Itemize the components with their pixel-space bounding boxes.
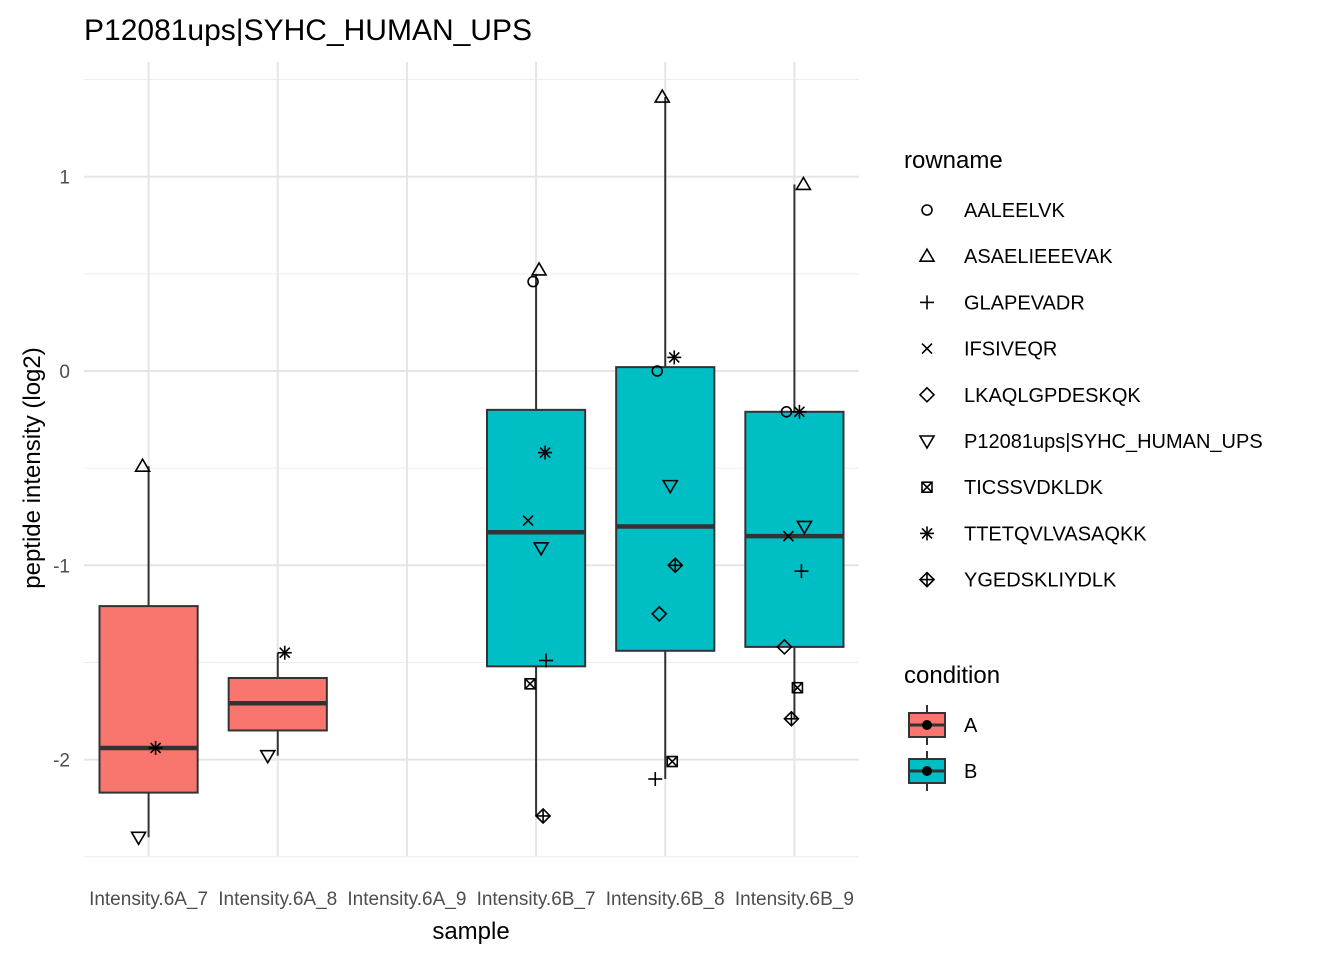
x-axis-title: sample bbox=[432, 918, 509, 945]
data-points bbox=[130, 88, 813, 846]
x-tick-label: Intensity.6A_8 bbox=[218, 889, 337, 910]
y-axis-ticks: -2 -1 0 1 bbox=[53, 168, 70, 772]
legend-rowname-label: ASAELIEEEVAK bbox=[964, 246, 1113, 268]
legend-rowname-key bbox=[920, 526, 934, 541]
x-tick-label: Intensity.6B_9 bbox=[735, 889, 854, 910]
data-point bbox=[795, 175, 812, 191]
legend-rowname-label: LKAQLGPDESKQK bbox=[964, 385, 1141, 407]
data-point bbox=[534, 807, 552, 825]
legend-rowname-key bbox=[921, 204, 933, 216]
chart-title: P12081ups|SYHC_HUMAN_UPS bbox=[84, 14, 532, 47]
data-point bbox=[277, 645, 292, 660]
data-point bbox=[134, 457, 151, 473]
data-point bbox=[651, 605, 668, 623]
legend-condition-label: A bbox=[964, 715, 978, 737]
data-point bbox=[782, 530, 794, 542]
box bbox=[615, 366, 716, 652]
data-point bbox=[538, 445, 553, 460]
legend-condition-key bbox=[908, 751, 946, 791]
legend-rowname-key bbox=[918, 247, 936, 263]
legend-rowname-key bbox=[918, 435, 936, 450]
data-point bbox=[522, 515, 534, 527]
data-point bbox=[776, 638, 793, 656]
y-tick-label: 0 bbox=[59, 362, 70, 383]
y-tick-label: -2 bbox=[53, 751, 70, 772]
legend-rowname: rowname AALEELVK ASAELIEEEVAK GLAPEVADR IFS… bbox=[904, 147, 1263, 592]
data-point bbox=[666, 755, 679, 768]
data-point bbox=[532, 542, 550, 557]
legend-rowname-label: GLAPEVADR bbox=[964, 292, 1085, 314]
box bbox=[486, 408, 587, 668]
legend-rowname-key bbox=[920, 295, 934, 310]
data-point bbox=[792, 404, 807, 419]
legend-rowname-key bbox=[918, 386, 936, 403]
x-tick-label: Intensity.6B_8 bbox=[606, 889, 725, 910]
data-point bbox=[530, 261, 548, 276]
legend-rowname-label: AALEELVK bbox=[964, 200, 1065, 222]
legend-rowname-key bbox=[921, 481, 933, 494]
data-point bbox=[130, 831, 147, 846]
data-point bbox=[783, 710, 800, 727]
legend-condition: condition A B bbox=[904, 662, 1000, 791]
grid-lines bbox=[84, 62, 859, 858]
x-tick-label: Intensity.6B_7 bbox=[477, 889, 596, 910]
data-point bbox=[148, 740, 163, 755]
data-point bbox=[653, 88, 671, 103]
legend-rowname-title: rowname bbox=[904, 147, 1003, 174]
box bbox=[98, 605, 199, 794]
data-point bbox=[259, 749, 277, 765]
data-point bbox=[527, 275, 539, 288]
y-axis-title: peptide intensity (log2) bbox=[19, 347, 46, 588]
data-point bbox=[648, 772, 663, 787]
data-point bbox=[667, 350, 682, 365]
legend-condition-label: B bbox=[964, 761, 977, 783]
data-point bbox=[539, 653, 554, 668]
legend-rowname-label: P12081ups|SYHC_HUMAN_UPS bbox=[964, 431, 1263, 453]
legend-rowname-key bbox=[918, 571, 936, 588]
legend-rowname-label: IFSIVEQR bbox=[964, 339, 1057, 361]
legend-rowname-label: TICSSVDKLDK bbox=[964, 477, 1104, 499]
x-tick-label: Intensity.6A_7 bbox=[89, 889, 208, 910]
data-point bbox=[794, 564, 809, 579]
data-point bbox=[791, 681, 804, 694]
legend-condition-key bbox=[908, 705, 946, 745]
boxes bbox=[98, 366, 845, 794]
data-point bbox=[796, 520, 813, 536]
x-axis-ticks: Intensity.6A_7 Intensity.6A_8 Intensity.6A… bbox=[89, 889, 854, 910]
legend-rowname-label: TTETQVLVASAQKK bbox=[964, 523, 1147, 545]
legend-condition-title: condition bbox=[904, 662, 1000, 689]
legend-rowname-label: YGEDSKLIYDLK bbox=[964, 570, 1117, 592]
data-point bbox=[780, 406, 793, 418]
box bbox=[744, 410, 845, 648]
data-point bbox=[651, 365, 664, 377]
x-tick-label: Intensity.6A_9 bbox=[347, 889, 466, 910]
y-tick-label: 1 bbox=[59, 168, 70, 189]
data-point bbox=[661, 479, 679, 495]
y-tick-label: -1 bbox=[53, 556, 70, 577]
legend-rowname-key bbox=[921, 343, 933, 355]
data-point bbox=[667, 557, 684, 574]
data-point bbox=[524, 678, 536, 690]
